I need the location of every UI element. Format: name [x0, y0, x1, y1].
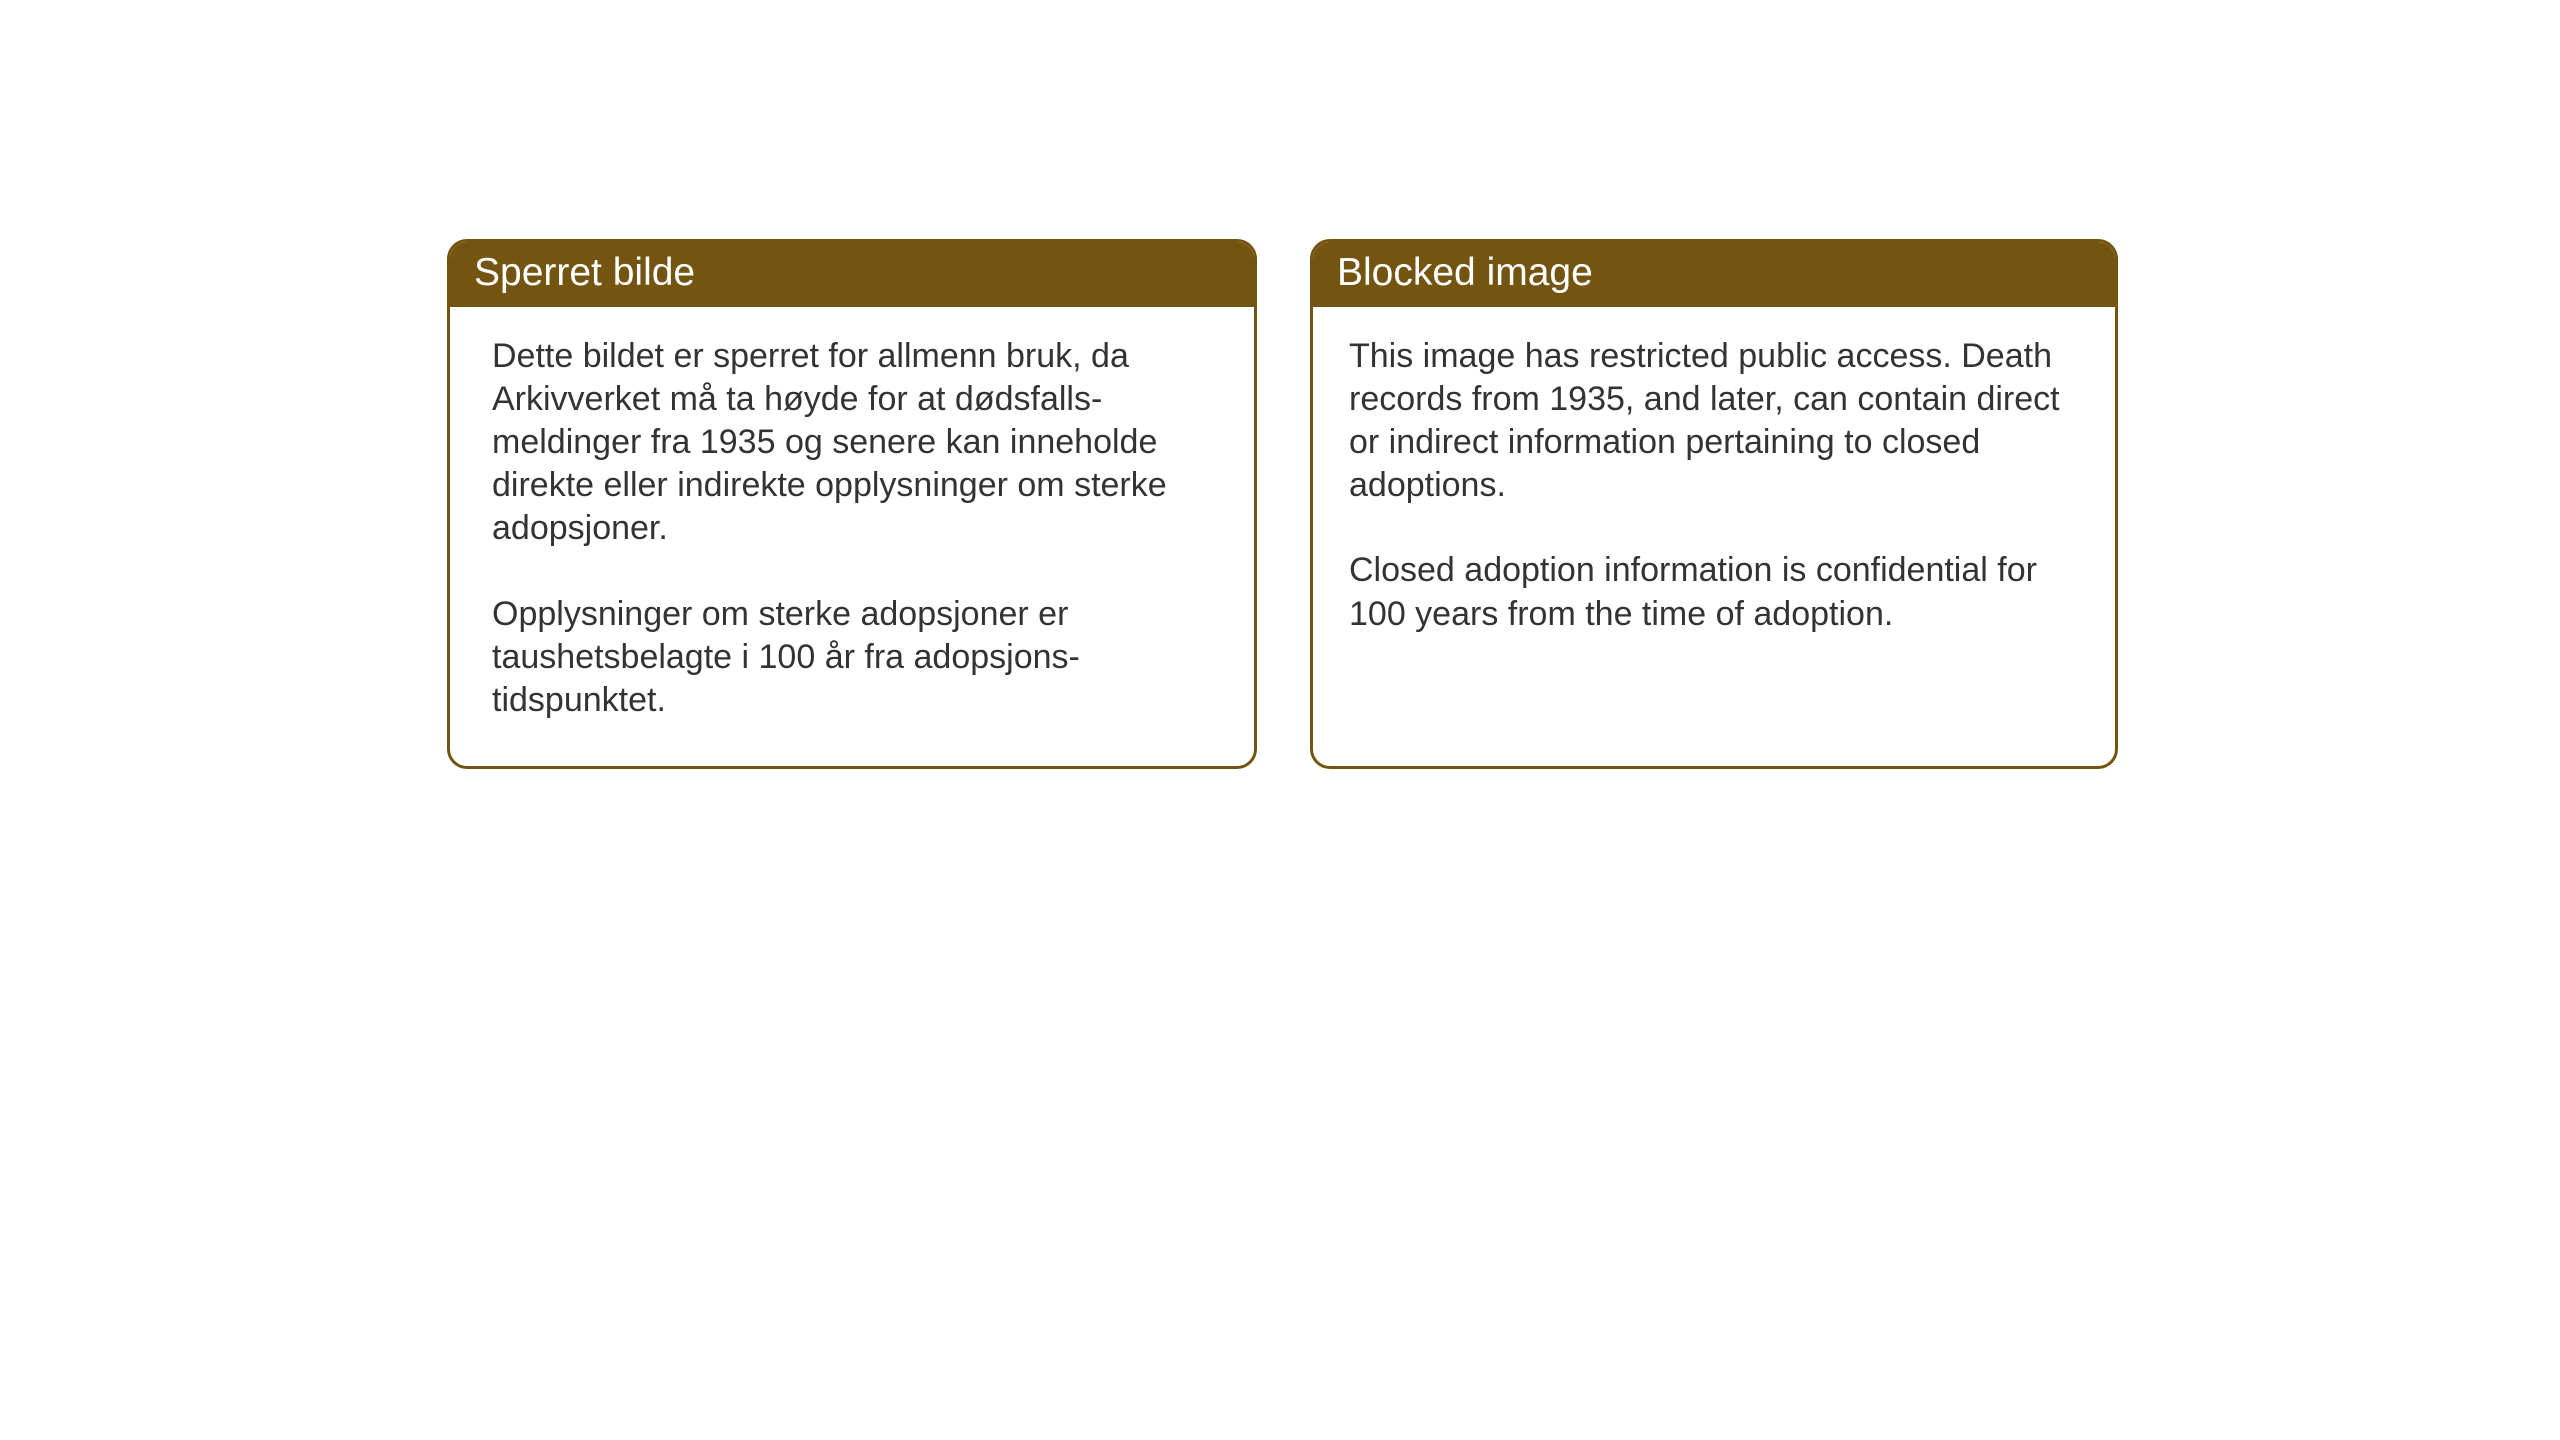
notice-card-english: Blocked image This image has restricted …: [1310, 239, 2118, 769]
card-title: Blocked image: [1337, 251, 1593, 294]
paragraph-text: This image has restricted public access.…: [1349, 335, 2083, 508]
paragraph-text: Closed adoption information is confident…: [1349, 549, 2083, 635]
notice-card-norwegian: Sperret bilde Dette bildet er sperret fo…: [447, 239, 1257, 769]
notice-container: Sperret bilde Dette bildet er sperret fo…: [0, 0, 2560, 769]
paragraph-text: Opplysninger om sterke adopsjoner er tau…: [492, 593, 1212, 723]
card-title: Sperret bilde: [474, 251, 695, 294]
card-header-norwegian: Sperret bilde: [450, 242, 1254, 307]
card-body-norwegian: Dette bildet er sperret for allmenn bruk…: [450, 307, 1254, 766]
card-body-english: This image has restricted public access.…: [1313, 307, 2115, 680]
paragraph-text: Dette bildet er sperret for allmenn bruk…: [492, 335, 1212, 551]
card-header-english: Blocked image: [1313, 242, 2115, 307]
